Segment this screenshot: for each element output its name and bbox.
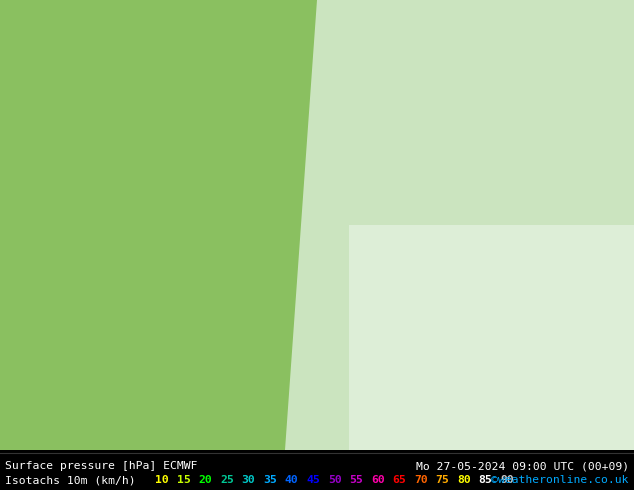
Text: 40: 40 [285, 475, 299, 485]
Polygon shape [285, 0, 634, 450]
Text: 15: 15 [177, 475, 191, 485]
Text: Surface pressure [hPa] ECMWF: Surface pressure [hPa] ECMWF [5, 461, 198, 471]
Text: 25: 25 [220, 475, 234, 485]
Text: 90: 90 [500, 475, 514, 485]
Text: 35: 35 [263, 475, 277, 485]
Text: 85: 85 [479, 475, 493, 485]
Text: 10: 10 [155, 475, 169, 485]
Text: Isotachs 10m (km/h): Isotachs 10m (km/h) [5, 475, 136, 485]
Bar [349, 225, 634, 450]
Text: 30: 30 [242, 475, 256, 485]
Text: 50: 50 [328, 475, 342, 485]
Text: ©weatheronline.co.uk: ©weatheronline.co.uk [491, 475, 629, 485]
Text: 45: 45 [306, 475, 320, 485]
Text: 60: 60 [371, 475, 385, 485]
Text: 75: 75 [436, 475, 450, 485]
Text: 80: 80 [457, 475, 471, 485]
Text: 20: 20 [198, 475, 212, 485]
Text: 70: 70 [414, 475, 428, 485]
Text: 55: 55 [349, 475, 363, 485]
Text: Mo 27-05-2024 09:00 UTC (00+09): Mo 27-05-2024 09:00 UTC (00+09) [416, 461, 629, 471]
Text: 65: 65 [392, 475, 406, 485]
